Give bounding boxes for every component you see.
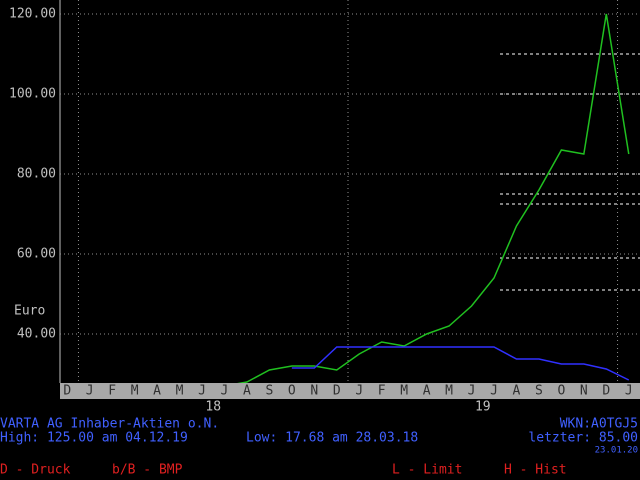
x-tick-label: A (423, 384, 431, 399)
x-tick-label: F (108, 384, 116, 399)
y-tick-label: 100.00 (9, 87, 56, 102)
menu-item[interactable]: H - Hist (504, 463, 567, 478)
x-tick-label: A (153, 384, 161, 399)
price-line (237, 13, 630, 383)
year-label: 18 (205, 400, 221, 415)
y-label: Euro (14, 304, 45, 319)
x-tick-label: J (355, 384, 363, 399)
x-tick-label: D (63, 384, 71, 399)
x-tick-label: J (468, 384, 476, 399)
menu-item[interactable]: D - Druck (0, 463, 71, 478)
x-tick-label: F (378, 384, 386, 399)
menu-item[interactable]: b/B - BMP (112, 463, 183, 478)
y-tick-label: 60.00 (17, 247, 56, 262)
x-axis-strip (60, 383, 640, 399)
plot-area (237, 13, 630, 383)
y-tick-label: 40.00 (17, 327, 56, 342)
x-tick-label: O (557, 384, 565, 399)
x-tick-label: J (221, 384, 229, 399)
low: Low: 17.68 am 28.03.18 (246, 431, 418, 446)
x-tick-label: D (602, 384, 610, 399)
x-tick-label: J (198, 384, 206, 399)
x-tick-label: M (176, 384, 184, 399)
y-tick-label: 120.00 (9, 7, 56, 22)
x-tick-label: O (288, 384, 296, 399)
x-tick-label: S (535, 384, 543, 399)
wkn: WKN:A0TGJ5 (560, 417, 638, 432)
x-tick-label: A (513, 384, 521, 399)
x-tick-label: A (243, 384, 251, 399)
x-tick-label: M (131, 384, 139, 399)
menu-item[interactable]: L - Limit (392, 463, 462, 478)
price-line (291, 346, 630, 381)
stock-name: VARTA AG Inhaber-Aktien o.N. (0, 417, 219, 432)
year-label: 19 (475, 400, 491, 415)
x-tick-label: J (86, 384, 94, 399)
high: High: 125.00 am 04.12.19 (0, 431, 188, 446)
x-tick-label: M (400, 384, 408, 399)
x-tick-label: D (333, 384, 341, 399)
x-tick-label: N (310, 384, 318, 399)
x-tick-label: N (580, 384, 588, 399)
x-tick-label: J (490, 384, 498, 399)
x-tick-label: J (625, 384, 633, 399)
x-tick-label: M (445, 384, 453, 399)
y-tick-label: 80.00 (17, 167, 56, 182)
x-tick-label: S (265, 384, 273, 399)
last: letzter: 85.00 (528, 431, 638, 446)
date: 23.01.20 (595, 446, 638, 456)
